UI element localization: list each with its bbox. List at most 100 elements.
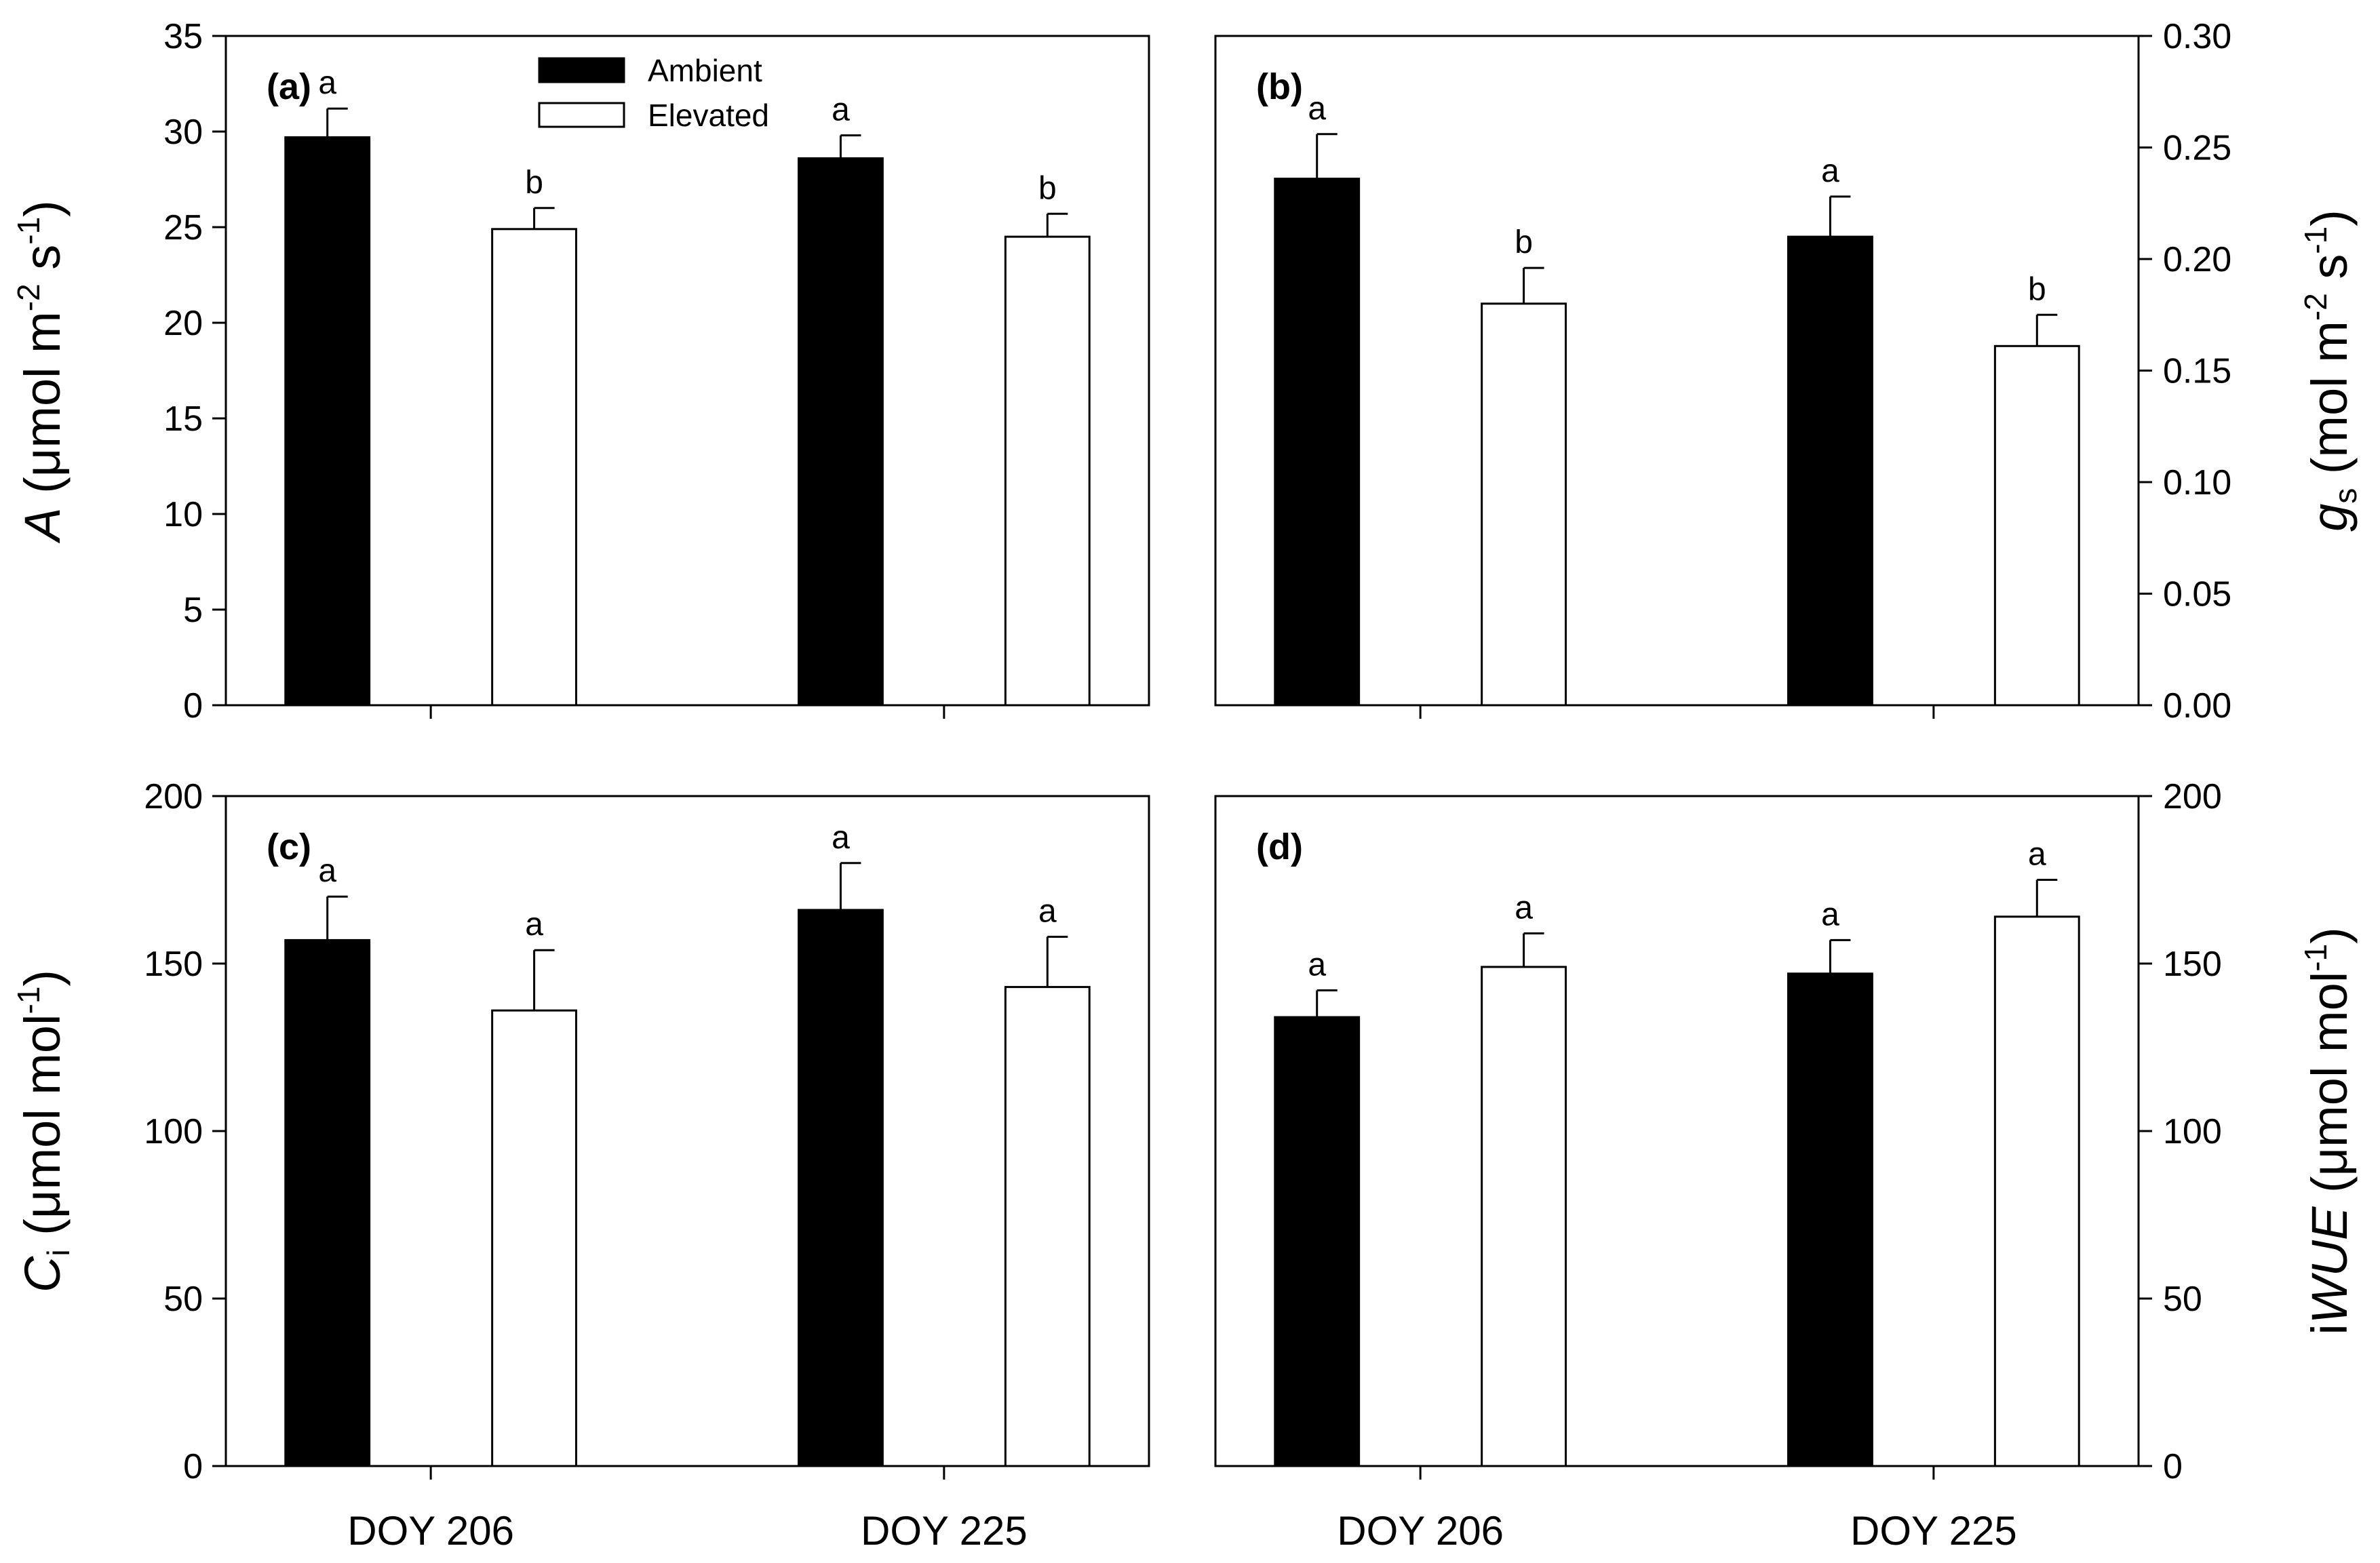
x-category-label: DOY 206 — [347, 1508, 514, 1554]
y-tick-label: 20 — [163, 304, 203, 343]
axis-title-part: ) — [14, 970, 71, 987]
significance-letter: a — [1038, 893, 1057, 929]
axis-title-part: -1 — [11, 217, 46, 245]
bar-ambient — [798, 157, 884, 707]
legend-swatch-ambient — [538, 57, 625, 83]
bar-elevated — [1481, 302, 1567, 707]
axis-title-part: ) — [14, 200, 71, 217]
panel-label: (d) — [1256, 827, 1303, 867]
y-tick-label: 0.25 — [2163, 129, 2231, 168]
axis-title-part: (mol m — [2301, 321, 2358, 488]
y-tick-label: 100 — [2163, 1112, 2222, 1151]
legend: Ambient Elevated — [538, 53, 769, 133]
y-axis-title: Ci (μmol mol-1) — [11, 970, 76, 1292]
bar-ambient — [284, 938, 371, 1467]
significance-letter: a — [1821, 896, 1839, 932]
axis-title-part: i — [41, 1249, 76, 1256]
axis-title-part: s — [2301, 254, 2358, 294]
axis-title-part: ) — [2301, 210, 2358, 226]
axis-title-part: WUE — [2301, 1206, 2358, 1324]
axis-title-part: (μmol m — [14, 311, 71, 507]
panel-3: 0 50 100 150 200 a a a a (d) iWUE (μmol mol-1) DOY … — [1214, 777, 2358, 1554]
axis-title-part: s — [2328, 488, 2363, 504]
bar-ambient — [1274, 1016, 1361, 1467]
legend-label: Elevated — [648, 98, 769, 133]
axis-title-part: -1 — [2298, 944, 2333, 972]
bar-elevated — [1993, 915, 2080, 1467]
y-axis-title: gs (mol m-2 s-1) — [2298, 210, 2363, 532]
significance-letter: a — [318, 65, 336, 101]
significance-letter: a — [525, 907, 543, 943]
x-category-label: DOY 225 — [1850, 1508, 2017, 1554]
bar-elevated — [491, 1009, 577, 1467]
axis-title-part: (μmol mol — [2301, 972, 2358, 1207]
y-axis-title: iWUE (μmol mol-1) — [2298, 927, 2358, 1335]
y-axis-title: A (μmol m-2 s-1) — [11, 200, 71, 544]
y-tick-label: 0 — [2163, 1447, 2183, 1486]
significance-letter: a — [1821, 153, 1839, 189]
bar-elevated — [491, 228, 577, 707]
y-tick-label: 0.05 — [2163, 575, 2231, 614]
y-tick-label: 0.00 — [2163, 686, 2231, 726]
x-category-label: DOY 225 — [861, 1508, 1028, 1554]
axis-title-part: (μmol mol — [14, 1014, 71, 1250]
axis-title-part: ) — [2301, 927, 2358, 944]
y-tick-label: 200 — [2163, 777, 2222, 816]
y-tick-label: 150 — [2163, 945, 2222, 984]
y-tick-label: 200 — [144, 777, 203, 816]
y-tick-label: 50 — [163, 1280, 203, 1319]
significance-letter: b — [525, 165, 543, 201]
axis-title-part: -2 — [11, 283, 46, 311]
axis-title-part: -1 — [11, 987, 46, 1014]
significance-letter: b — [1038, 170, 1057, 206]
y-tick-label: 5 — [183, 591, 203, 630]
y-tick-label: 0.15 — [2163, 352, 2231, 391]
y-tick-label: 0 — [183, 1447, 203, 1486]
significance-letter: a — [1308, 91, 1326, 127]
bar-ambient — [1274, 178, 1361, 707]
y-tick-label: 35 — [163, 17, 203, 56]
panel-label: (b) — [1256, 66, 1303, 107]
legend-swatch-elevated — [538, 102, 625, 128]
y-tick-label: 100 — [144, 1112, 203, 1151]
axis-title-part: -1 — [2298, 226, 2333, 254]
y-tick-label: 25 — [163, 208, 203, 248]
significance-letter: a — [832, 820, 850, 856]
panel-label: (a) — [267, 66, 311, 107]
bar-elevated — [1004, 986, 1091, 1467]
significance-letter: b — [1515, 224, 1533, 260]
x-category-label: DOY 206 — [1337, 1508, 1504, 1554]
y-tick-label: 0 — [183, 686, 203, 726]
bar-elevated — [1993, 344, 2080, 707]
y-tick-label: 0.20 — [2163, 240, 2231, 279]
axis-title-part: g — [2301, 504, 2358, 532]
y-tick-label: 50 — [2163, 1280, 2202, 1319]
panel-frame — [225, 35, 1150, 707]
panel-label: (c) — [267, 827, 311, 867]
y-tick-label: 30 — [163, 113, 203, 152]
panel-0: 0 5 10 15 20 25 30 35 a a b b (a) A (μmol m-2 s-1) — [11, 17, 1150, 726]
y-tick-label: 15 — [163, 399, 203, 439]
significance-letter: a — [1515, 890, 1533, 926]
bar-elevated — [1004, 235, 1091, 707]
y-tick-label: 0.30 — [2163, 17, 2231, 56]
axis-title-part: s — [14, 245, 71, 284]
y-tick-label: 10 — [163, 495, 203, 534]
bar-ambient — [1787, 235, 1873, 707]
bar-ambient — [284, 136, 371, 707]
significance-letter: a — [1308, 947, 1326, 983]
axis-title-part: -2 — [2298, 293, 2333, 321]
significance-letter: a — [2028, 837, 2046, 873]
axis-title-part: i — [2301, 1324, 2358, 1334]
bar-elevated — [1481, 966, 1567, 1467]
axis-title-part: C — [14, 1256, 71, 1292]
axis-title-part: A — [14, 507, 71, 543]
y-tick-label: 0.10 — [2163, 463, 2231, 502]
significance-letter: a — [318, 853, 336, 889]
significance-letter: b — [2028, 271, 2046, 307]
y-tick-label: 150 — [144, 945, 203, 984]
legend-label: Ambient — [648, 53, 762, 88]
